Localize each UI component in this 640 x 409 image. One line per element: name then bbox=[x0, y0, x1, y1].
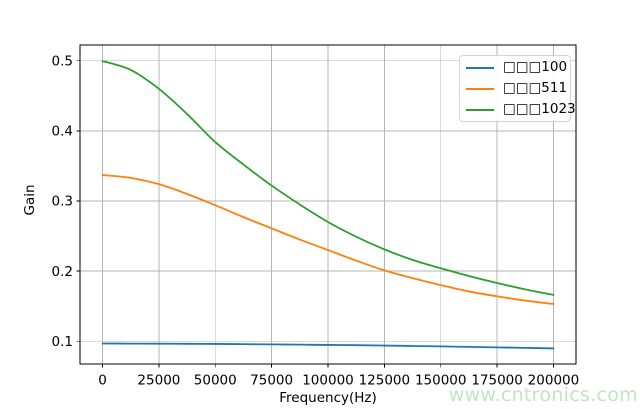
legend-line-sample-blue bbox=[466, 66, 494, 69]
watermark: www.cntronics.com bbox=[448, 384, 638, 406]
legend-line-sample-orange bbox=[466, 87, 494, 90]
svg-text:200000: 200000 bbox=[528, 373, 580, 389]
legend-label: □□□100 bbox=[503, 58, 568, 75]
y-axis-label: Gain bbox=[22, 184, 38, 215]
svg-text:150000: 150000 bbox=[415, 373, 467, 389]
svg-text:0.5: 0.5 bbox=[52, 53, 73, 69]
legend-item: □□□100 bbox=[460, 57, 570, 78]
svg-text:100000: 100000 bbox=[302, 373, 354, 389]
data-series bbox=[101, 60, 555, 350]
svg-text:0: 0 bbox=[98, 373, 107, 389]
svg-text:75000: 75000 bbox=[250, 373, 293, 389]
legend-line-sample-green bbox=[466, 108, 494, 111]
x-axis-label: Frequency(Hz) bbox=[279, 390, 377, 406]
svg-text:0.4: 0.4 bbox=[52, 124, 73, 140]
svg-text:50000: 50000 bbox=[194, 373, 237, 389]
legend-item: □□□511 bbox=[460, 78, 570, 99]
svg-text:0.1: 0.1 bbox=[52, 334, 73, 350]
svg-text:175000: 175000 bbox=[471, 373, 523, 389]
legend-item: □□□1023 bbox=[460, 99, 576, 120]
svg-text:0.3: 0.3 bbox=[52, 194, 73, 210]
svg-text:0.2: 0.2 bbox=[52, 264, 73, 280]
legend: □□□100 □□□511 □□□1023 bbox=[459, 55, 576, 122]
tick-labels: 0 25000 50000 75000 100000 125000 150000 175000… bbox=[52, 53, 580, 388]
legend-label: □□□1023 bbox=[503, 100, 576, 117]
svg-text:25000: 25000 bbox=[137, 373, 180, 389]
legend-label: □□□511 bbox=[503, 79, 568, 96]
axis-ticks bbox=[76, 60, 554, 368]
svg-text:125000: 125000 bbox=[359, 373, 411, 389]
